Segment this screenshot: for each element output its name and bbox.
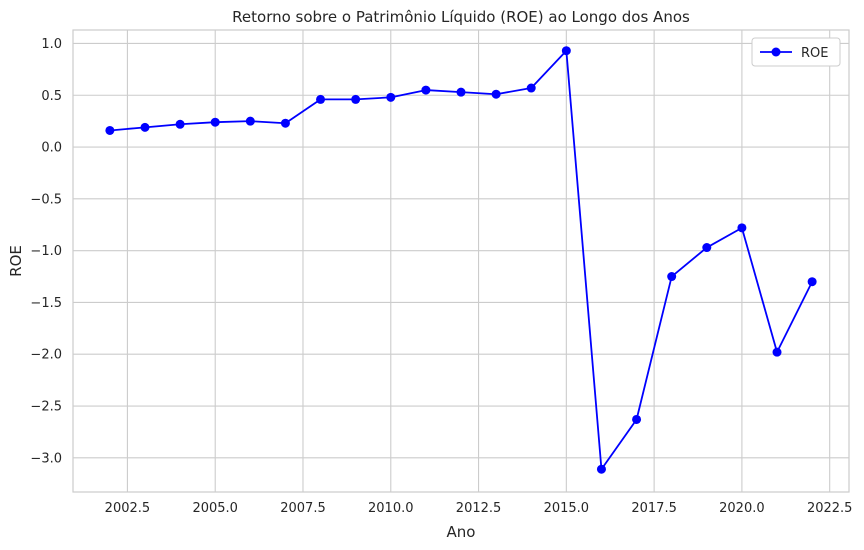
y-tick-label: 0.5	[41, 89, 62, 104]
x-axis-title: Ano	[447, 523, 476, 541]
y-tick-label: −0.5	[30, 192, 62, 207]
x-tick-labels: 2002.5 2005.0 2007.5 2010.0 2012.5 2015.0 2017…	[105, 501, 853, 516]
x-tick-label: 2020.0	[719, 501, 765, 516]
roe-data-point	[772, 347, 782, 357]
x-tick-label: 2005.0	[192, 501, 238, 516]
roe-data-point	[386, 92, 396, 102]
roe-data-point	[351, 94, 361, 104]
x-tick-label: 2012.5	[456, 501, 502, 516]
y-tick-labels: 1.0 0.5 0.0 −0.5 −1.0 −1.5 −2.0 −2.5 −3.0	[30, 37, 62, 466]
legend: ROE	[751, 37, 841, 67]
y-tick-label: −1.0	[30, 244, 62, 259]
roe-data-point	[632, 414, 642, 424]
legend-box	[751, 37, 841, 67]
x-tick-label: 2002.5	[105, 501, 151, 516]
roe-data-point	[667, 272, 677, 282]
roe-data-point	[702, 243, 712, 253]
legend-marker-swatch	[771, 47, 781, 57]
plot-frame	[72, 29, 850, 493]
x-tick-label: 2010.0	[368, 501, 414, 516]
roe-data-point	[175, 119, 185, 129]
plot-area	[73, 30, 849, 492]
y-tick-label: 1.0	[41, 37, 62, 52]
x-tick-label: 2017.5	[631, 501, 677, 516]
x-gridlines	[126, 30, 831, 492]
roe-data-point	[596, 464, 606, 474]
roe-data-point	[316, 94, 326, 104]
y-tick-label: −1.5	[30, 296, 62, 311]
y-tick-label: 0.0	[41, 141, 62, 156]
y-tick-label: −2.0	[30, 348, 62, 363]
roe-data-point	[210, 117, 220, 127]
chart-title: Retorno sobre o Patrimônio Líquido (ROE)…	[232, 8, 690, 26]
roe-data-point	[737, 223, 747, 233]
y-tick-label: −2.5	[30, 400, 62, 415]
y-axis-title: ROE	[7, 245, 25, 277]
series-layer	[105, 46, 817, 474]
roe-data-point	[561, 46, 571, 56]
x-tick-label: 2015.0	[544, 501, 590, 516]
roe-data-point	[491, 89, 501, 99]
roe-data-point	[140, 122, 150, 132]
x-tick-label: 2022.5	[807, 501, 853, 516]
roe-data-point	[456, 87, 466, 97]
roe-data-point	[807, 277, 817, 287]
roe-data-point	[421, 85, 431, 95]
roe-data-point	[105, 125, 115, 135]
x-tick-label: 2007.5	[280, 501, 326, 516]
roe-data-point	[526, 83, 536, 93]
legend-label: ROE	[801, 46, 828, 61]
y-tick-label: −3.0	[30, 451, 62, 466]
roe-data-point	[280, 118, 290, 128]
roe-data-point	[245, 116, 255, 126]
